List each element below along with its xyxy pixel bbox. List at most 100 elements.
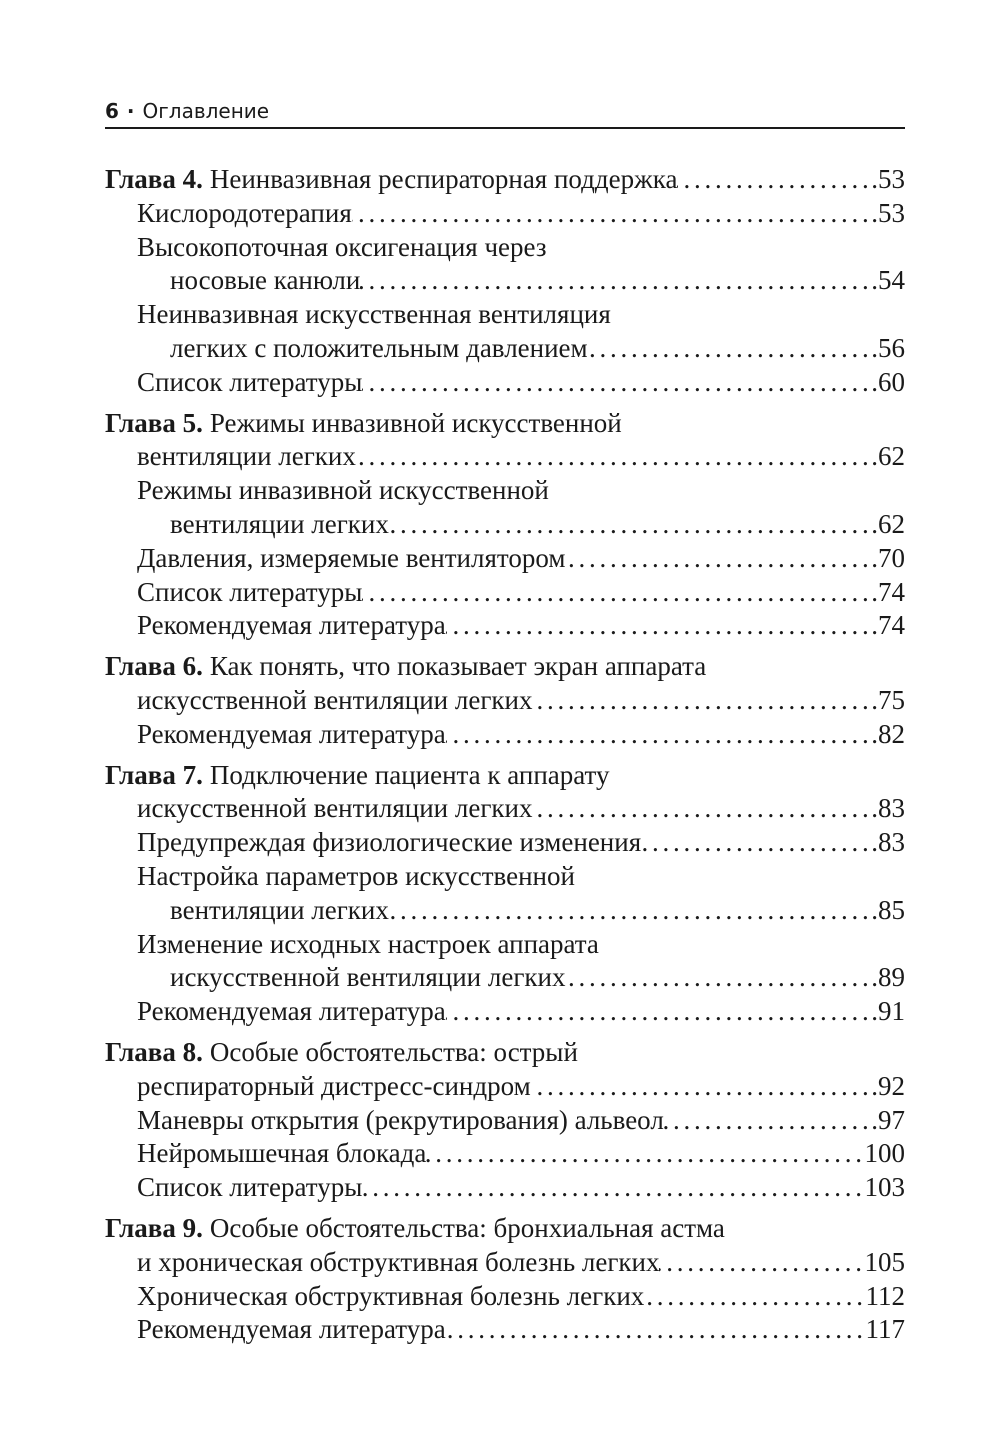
page-ref: .92 xyxy=(871,1070,905,1101)
toc-line: вентиляции легких .85 xyxy=(105,894,905,928)
entry-title: Настройка параметров искусственной xyxy=(137,860,575,891)
toc-line: Рекомендуемая литература 117 xyxy=(105,1313,905,1347)
page-ref: .53 xyxy=(871,197,905,228)
toc-line: респираторный дистресс-синдром .92 xyxy=(105,1070,905,1104)
page-ref: 117 xyxy=(865,1314,906,1345)
toc-entry[interactable]: Рекомендуемая литература .82 xyxy=(105,718,905,752)
entry-title: Список литературы xyxy=(137,1172,363,1203)
toc-entry[interactable]: Настройка параметров искусственной вентил… xyxy=(105,860,905,928)
chapter-label: Глава 5. xyxy=(105,407,203,438)
toc-entry[interactable]: Список литературы 103 xyxy=(105,1171,905,1205)
toc-line: Давления, измеряемые вентилятором .70 xyxy=(105,542,905,576)
toc-entry[interactable]: Неинвазивная искусственная вентиляция лег… xyxy=(105,298,905,366)
toc-line: вентиляции легких .62 xyxy=(105,440,905,474)
toc-entry[interactable]: Список литературы .60 xyxy=(105,366,905,400)
entry-title: искусственной вентиляции легких xyxy=(137,793,533,824)
dot-leader xyxy=(446,718,868,752)
entry-title: Кислородотерапия xyxy=(137,197,352,228)
running-header: 6 · Оглавление xyxy=(105,96,905,126)
chapter-label: Глава 6. xyxy=(105,651,203,682)
toc-entry[interactable]: Высокопоточная оксигенация через носовые … xyxy=(105,231,905,299)
toc-entry[interactable]: Предупреждая физиологические изменения .8… xyxy=(105,826,905,860)
toc-entry[interactable]: Рекомендуемая литература 117 xyxy=(105,1313,905,1347)
toc-chapter[interactable]: Глава 9. Особые обстоятельства: бронхиаль… xyxy=(105,1212,905,1347)
toc-line: носовые канюли .54 xyxy=(105,264,905,298)
page-ref: .60 xyxy=(871,366,905,397)
page-ref: 103 xyxy=(864,1172,906,1203)
page-number: 6 xyxy=(105,99,119,123)
header-separator: · xyxy=(126,99,135,123)
page-ref: .75 xyxy=(871,684,905,715)
dot-leader xyxy=(532,792,867,826)
toc-entry[interactable]: Маневры открытия (рекрутирования) альвео… xyxy=(105,1104,905,1138)
entry-title: Особые обстоятельства: острый xyxy=(209,1036,578,1067)
entry-title: Предупреждая физиологические изменения xyxy=(137,827,642,858)
toc-entry[interactable]: Рекомендуемая литература .91 xyxy=(105,995,905,1029)
dot-leader xyxy=(664,1104,867,1138)
dot-leader xyxy=(677,163,867,197)
dot-leader xyxy=(426,1137,860,1171)
entry-title: Хроническая обструктивная болезнь легких xyxy=(137,1280,645,1311)
dot-leader xyxy=(565,961,867,995)
dot-leader xyxy=(531,1070,868,1104)
toc-chapter[interactable]: Глава 5. Режимы инвазивной искусственной в… xyxy=(105,407,905,644)
entry-title: Рекомендуемая литература xyxy=(137,718,446,749)
toc-line: Высокопоточная оксигенация через xyxy=(105,231,905,265)
toc-line: Глава 6. Как понять, что показывает экран… xyxy=(105,650,905,684)
entry-title: Как понять, что показывает экран аппарат… xyxy=(209,651,707,682)
entry-title: Неинвазивная искусственная вентиляция xyxy=(137,299,611,330)
toc-chapter[interactable]: Глава 4. Неинвазивная респираторная подде… xyxy=(105,163,905,400)
toc-line: Предупреждая физиологические изменения .8… xyxy=(105,826,905,860)
entry-title: Высокопоточная оксигенация через xyxy=(137,231,547,262)
page-ref: .83 xyxy=(871,793,905,824)
page-ref: 112 xyxy=(865,1280,906,1311)
toc-line: искусственной вентиляции легких .75 xyxy=(105,684,905,718)
entry-title: вентиляции легких xyxy=(170,894,389,925)
entry-title: Маневры открытия (рекрутирования) альвео… xyxy=(137,1104,664,1135)
toc-entry[interactable]: Список литературы .74 xyxy=(105,576,905,610)
dot-leader xyxy=(362,1171,860,1205)
toc-entry[interactable]: Режимы инвазивной искусственной вентиляци… xyxy=(105,474,905,542)
page-ref: .56 xyxy=(871,332,905,363)
toc-entry[interactable]: Изменение исходных настроек аппарата иску… xyxy=(105,928,905,996)
dot-leader xyxy=(446,995,868,1029)
toc-line: Рекомендуемая литература .82 xyxy=(105,718,905,752)
toc-chapter[interactable]: Глава 7. Подключение пациента к аппарату и… xyxy=(105,759,905,1029)
page-ref: .62 xyxy=(871,441,905,472)
entry-title: вентиляции легких xyxy=(170,508,389,539)
toc-line: Настройка параметров искусственной xyxy=(105,860,905,894)
entry-title: вентиляции легких xyxy=(137,441,356,472)
toc-chapter[interactable]: Глава 6. Как понять, что показывает экран… xyxy=(105,650,905,751)
dot-leader xyxy=(644,1280,861,1314)
page-ref: .54 xyxy=(871,265,905,296)
page-ref: 105 xyxy=(864,1246,906,1277)
toc-line: Неинвазивная искусственная вентиляция xyxy=(105,298,905,332)
page-ref: .70 xyxy=(871,542,905,573)
dot-leader xyxy=(565,542,867,576)
dot-leader xyxy=(362,576,867,610)
dot-leader xyxy=(360,264,867,298)
entry-title: искусственной вентиляции легких xyxy=(137,684,533,715)
dot-leader xyxy=(641,826,867,860)
entry-title: Режимы инвазивной искусственной xyxy=(137,475,549,506)
toc-entry[interactable]: Кислородотерапия .53 xyxy=(105,197,905,231)
toc-line: Хроническая обструктивная болезнь легких… xyxy=(105,1280,905,1314)
dot-leader xyxy=(532,684,867,718)
page-ref: .85 xyxy=(871,894,905,925)
entry-title: и хроническая обструктивная болезнь легк… xyxy=(137,1246,660,1277)
toc-chapter[interactable]: Глава 8. Особые обстоятельства: острый рес… xyxy=(105,1036,905,1205)
dot-leader xyxy=(362,366,867,400)
toc-entry[interactable]: Хроническая обструктивная болезнь легких… xyxy=(105,1280,905,1314)
toc-entry[interactable]: Рекомендуемая литература .74 xyxy=(105,609,905,643)
toc-line: Рекомендуемая литература .74 xyxy=(105,609,905,643)
entry-title: Рекомендуемая литература xyxy=(137,610,446,641)
dot-leader xyxy=(356,440,867,474)
entry-title: Список литературы xyxy=(137,576,363,607)
entry-title: Изменение исходных настроек аппарата xyxy=(137,928,599,959)
entry-title: Режимы инвазивной искусственной xyxy=(209,407,622,438)
toc-line: искусственной вентиляции легких .89 xyxy=(105,961,905,995)
toc-entry[interactable]: Нейромышечная блокада 100 xyxy=(105,1137,905,1171)
toc-entry[interactable]: Давления, измеряемые вентилятором .70 xyxy=(105,542,905,576)
running-title: Оглавление xyxy=(142,99,270,123)
toc-line: Глава 5. Режимы инвазивной искусственной xyxy=(105,407,905,441)
